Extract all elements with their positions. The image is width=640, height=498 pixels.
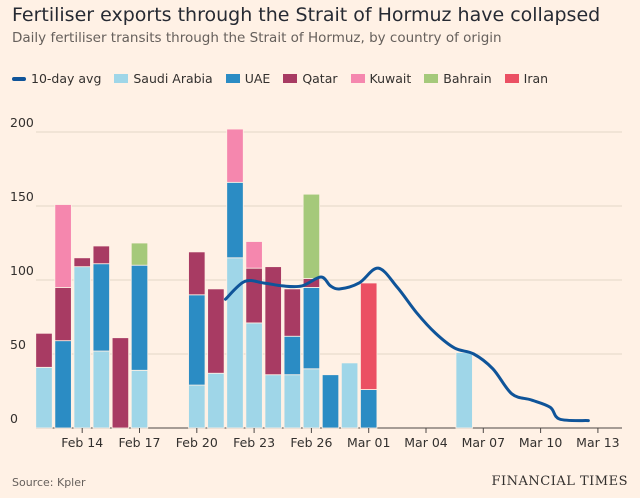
bar-saudi-arabia: Feb 17 · Saudi Arabia: 39 bbox=[130, 369, 149, 429]
legend-swatch bbox=[225, 74, 240, 83]
bar-kuwait: Feb 23 · Kuwait: 18 bbox=[245, 241, 263, 269]
y-tick-label: 200 bbox=[10, 115, 34, 130]
bar-qatar: Feb 23 · Qatar: 37 bbox=[245, 267, 263, 324]
bar-uae: Feb 27 · UAE: 36 bbox=[321, 374, 340, 429]
bar-qatar: Feb 12 · Qatar: 23 bbox=[35, 332, 53, 368]
legend-label: Bahrain bbox=[443, 71, 492, 86]
legend-swatch bbox=[283, 74, 298, 83]
bar-kuwait: Feb 22 · Kuwait: 36 bbox=[226, 128, 244, 183]
legend-swatch bbox=[114, 74, 129, 83]
legend-item-uae: UAE bbox=[225, 71, 271, 86]
legend-swatch bbox=[504, 74, 519, 83]
y-tick-label: 100 bbox=[10, 263, 34, 278]
bar-uae: Feb 20 · UAE: 61 bbox=[188, 294, 206, 386]
bar-saudi-arabia: Feb 15 · Saudi Arabia: 52 bbox=[92, 350, 110, 429]
legend-swatch bbox=[12, 76, 26, 81]
legend-item-saudi-arabia: Saudi Arabia bbox=[114, 71, 213, 86]
x-tick-label: Mar 07 bbox=[462, 435, 505, 450]
bar-uae: Feb 13 · UAE: 59 bbox=[54, 340, 72, 429]
bar-qatar: Feb 13 · Qatar: 36 bbox=[54, 286, 72, 342]
bar-saudi-arabia: Feb 21 · Saudi Arabia: 37 bbox=[207, 372, 225, 429]
legend-label: UAE bbox=[244, 71, 271, 86]
x-tick-label: Feb 20 bbox=[176, 435, 218, 450]
legend-label: Qatar bbox=[302, 71, 338, 86]
x-tick-label: Mar 04 bbox=[404, 435, 448, 450]
x-tick-label: Mar 01 bbox=[347, 435, 390, 450]
bar-saudi-arabia: Feb 14 · Saudi Arabia: 109 bbox=[73, 266, 91, 429]
bar-qatar: Feb 16 · Qatar: 61 bbox=[111, 337, 130, 429]
bar-qatar: Feb 14 · Qatar: 6 bbox=[73, 257, 91, 268]
bar-uae: Feb 15 · UAE: 59 bbox=[92, 263, 110, 352]
bar-uae: Feb 26 · UAE: 55 bbox=[302, 286, 321, 370]
bar-saudi-arabia: Feb 23 · Saudi Arabia: 71 bbox=[245, 322, 263, 429]
bar-uae: Feb 22 · UAE: 51 bbox=[226, 181, 244, 259]
chart-subtitle: Daily fertiliser transits through the St… bbox=[12, 30, 502, 46]
x-tick-label: Mar 10 bbox=[519, 435, 563, 450]
bar-saudi-arabia: Feb 12 · Saudi Arabia: 41 bbox=[35, 366, 53, 429]
chart-legend: 10-day avg Saudi Arabia UAE Qatar Kuwait Bahr… bbox=[12, 71, 548, 86]
bar-saudi-arabia: Feb 28 · Saudi Arabia: 44 bbox=[340, 362, 359, 429]
bar-saudi-arabia: Feb 20 · Saudi Arabia: 29 bbox=[188, 384, 206, 429]
bar-saudi-arabia: Feb 26 · Saudi Arabia: 40 bbox=[302, 368, 321, 429]
bar-bahrain: Feb 26 · Bahrain: 57 bbox=[302, 193, 321, 279]
legend-item-iran: Iran bbox=[504, 71, 549, 86]
legend-item-qatar: Qatar bbox=[283, 71, 338, 86]
x-tick-label: Mar 13 bbox=[576, 435, 619, 450]
publisher-logo: FINANCIAL TIMES bbox=[491, 474, 628, 489]
legend-swatch bbox=[350, 74, 365, 83]
x-tick-label: Feb 14 bbox=[61, 435, 103, 450]
legend-swatch bbox=[424, 74, 439, 83]
legend-item-bahrain: Bahrain bbox=[424, 71, 492, 86]
legend-item-kuwait: Kuwait bbox=[350, 71, 412, 86]
bar-kuwait: Feb 13 · Kuwait: 56 bbox=[54, 204, 72, 288]
source-note: Source: Kpler bbox=[12, 476, 86, 489]
legend-label: Saudi Arabia bbox=[133, 71, 213, 86]
bar-saudi-arabia: Feb 25 · Saudi Arabia: 36 bbox=[283, 374, 301, 429]
bar-bahrain: Feb 17 · Bahrain: 15 bbox=[130, 242, 149, 266]
x-tick-label: Feb 23 bbox=[233, 435, 275, 450]
bar-qatar: Feb 25 · Qatar: 32 bbox=[283, 288, 301, 337]
y-tick-label: 0 bbox=[10, 411, 18, 426]
bar-saudi-arabia: Mar 06 · Saudi Arabia: 51 bbox=[455, 352, 473, 429]
bar-qatar: Feb 24 · Qatar: 73 bbox=[264, 266, 282, 376]
chart-title: Fertiliser exports through the Strait of… bbox=[12, 4, 601, 26]
bar-uae: Feb 17 · UAE: 71 bbox=[130, 264, 149, 371]
legend-label: 10-day avg bbox=[31, 71, 102, 86]
bar-qatar: Feb 15 · Qatar: 12 bbox=[92, 245, 110, 265]
legend-item-10-day-avg: 10-day avg bbox=[12, 71, 101, 86]
bar-qatar: Feb 21 · Qatar: 57 bbox=[207, 288, 225, 374]
x-tick-label: Feb 17 bbox=[118, 435, 160, 450]
y-tick-label: 50 bbox=[10, 337, 26, 352]
bar-uae: Mar 01 · UAE: 26 bbox=[360, 389, 378, 429]
bar-qatar: Feb 20 · Qatar: 29 bbox=[188, 251, 206, 296]
series-line-10-day-avg bbox=[223, 266, 590, 423]
bar-saudi-arabia: Feb 24 · Saudi Arabia: 36 bbox=[264, 374, 282, 429]
legend-label: Iran bbox=[523, 71, 549, 86]
bar-uae: Feb 25 · UAE: 26 bbox=[283, 335, 301, 376]
legend-label: Kuwait bbox=[369, 71, 412, 86]
y-tick-label: 150 bbox=[10, 189, 34, 204]
bar-iran: Mar 01 · Iran: 72 bbox=[360, 282, 378, 390]
x-tick-label: Feb 26 bbox=[290, 435, 332, 450]
